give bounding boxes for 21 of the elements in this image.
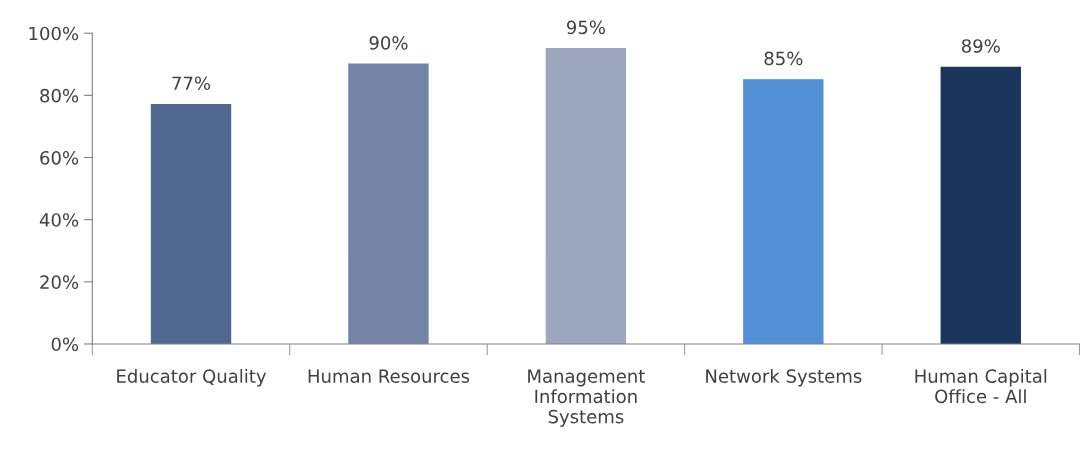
data-label: 89%	[961, 39, 1000, 53]
y-tick-label: 20%	[40, 275, 79, 289]
bar	[940, 66, 1021, 344]
bar	[545, 48, 627, 344]
x-tick-label: Educator Quality	[117, 368, 267, 387]
data-label: 90%	[369, 36, 408, 50]
bar	[743, 79, 824, 344]
y-tick-label: 60%	[40, 150, 79, 165]
y-tick-label: 40%	[39, 213, 79, 227]
data-label: 85%	[764, 51, 803, 66]
bar	[348, 63, 429, 344]
x-tick-label: Human Resources	[308, 369, 470, 383]
data-label: 95%	[566, 20, 605, 35]
data-label: 77%	[172, 76, 211, 91]
bar	[150, 103, 232, 344]
y-tick-label: 100%	[29, 26, 79, 41]
x-tick-label: Network Systems	[706, 368, 862, 387]
x-tick-label: Human Capital Office - All	[915, 368, 1047, 404]
y-tick-label: 80%	[40, 88, 79, 103]
x-tick-label: Management Information Systems	[528, 369, 645, 427]
y-tick-label: 0%	[51, 337, 79, 352]
